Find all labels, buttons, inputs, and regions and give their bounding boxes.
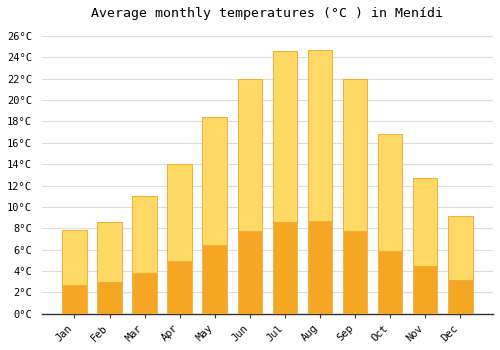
Bar	[98, 222, 122, 281]
Bar	[378, 134, 402, 251]
Bar	[448, 217, 472, 280]
Bar	[343, 79, 367, 231]
Bar	[272, 51, 297, 222]
Bar	[308, 50, 332, 221]
Bar	[238, 79, 262, 231]
Bar	[168, 164, 192, 261]
Bar	[62, 230, 86, 285]
Bar	[62, 230, 86, 314]
Bar	[413, 178, 438, 266]
Bar	[308, 50, 332, 314]
Bar	[202, 117, 227, 314]
Bar	[272, 51, 297, 314]
Bar	[378, 134, 402, 314]
Bar	[238, 79, 262, 314]
Bar	[448, 217, 472, 314]
Bar	[132, 196, 157, 314]
Bar	[343, 79, 367, 314]
Bar	[98, 222, 122, 314]
Bar	[202, 117, 227, 245]
Title: Average monthly temperatures (°C ) in Menídi: Average monthly temperatures (°C ) in Me…	[92, 7, 444, 20]
Bar	[413, 178, 438, 314]
Bar	[132, 196, 157, 273]
Bar	[168, 164, 192, 314]
